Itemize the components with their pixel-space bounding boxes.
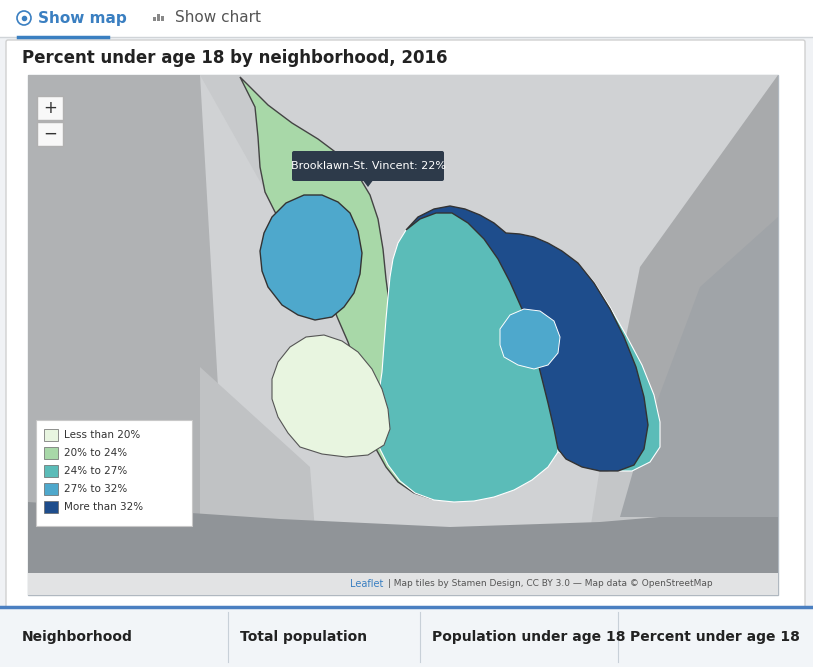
Polygon shape: [620, 217, 778, 517]
Text: Neighborhood: Neighborhood: [22, 630, 133, 644]
Polygon shape: [28, 75, 230, 595]
FancyBboxPatch shape: [37, 96, 63, 120]
Text: Total population: Total population: [240, 630, 367, 644]
FancyBboxPatch shape: [36, 420, 192, 526]
Bar: [0, 607, 813, 608]
Text: More than 32%: More than 32%: [64, 502, 143, 512]
Text: Brooklawn-St. Vincent: 22%: Brooklawn-St. Vincent: 22%: [290, 161, 446, 171]
Bar: [44, 447, 58, 459]
Bar: [153, 17, 156, 21]
Polygon shape: [200, 367, 320, 595]
Bar: [44, 429, 58, 441]
Bar: [0, 607, 813, 667]
Polygon shape: [200, 75, 310, 217]
Bar: [161, 16, 164, 21]
Text: Leaflet: Leaflet: [350, 579, 384, 589]
Polygon shape: [240, 77, 455, 500]
Text: 27% to 32%: 27% to 32%: [64, 484, 128, 494]
Bar: [0, 0, 813, 37]
Bar: [44, 501, 58, 513]
Polygon shape: [492, 234, 660, 471]
Text: Population under age 18: Population under age 18: [432, 630, 625, 644]
FancyBboxPatch shape: [6, 40, 805, 614]
Bar: [157, 14, 160, 21]
Polygon shape: [406, 206, 648, 471]
Text: Show map: Show map: [38, 11, 127, 25]
Text: 24% to 27%: 24% to 27%: [64, 466, 128, 476]
Bar: [28, 75, 778, 595]
Polygon shape: [362, 179, 374, 187]
Polygon shape: [580, 387, 778, 595]
Text: Show chart: Show chart: [175, 11, 261, 25]
Bar: [28, 75, 778, 595]
Polygon shape: [260, 195, 362, 320]
Polygon shape: [368, 210, 562, 502]
Polygon shape: [272, 335, 390, 457]
Text: Percent under age 18: Percent under age 18: [630, 630, 800, 644]
Text: −: −: [43, 125, 57, 143]
Text: Less than 20%: Less than 20%: [64, 430, 141, 440]
Text: Percent under age 18 by neighborhood, 2016: Percent under age 18 by neighborhood, 20…: [22, 49, 447, 67]
Polygon shape: [600, 75, 778, 595]
Bar: [44, 465, 58, 477]
Text: | Map tiles by Stamen Design, CC BY 3.0 — Map data © OpenStreetMap: | Map tiles by Stamen Design, CC BY 3.0 …: [385, 580, 713, 588]
Polygon shape: [28, 502, 778, 595]
FancyBboxPatch shape: [292, 151, 444, 181]
Bar: [28, 573, 778, 595]
Text: 20% to 24%: 20% to 24%: [64, 448, 127, 458]
Polygon shape: [500, 309, 560, 369]
Text: +: +: [43, 99, 57, 117]
FancyBboxPatch shape: [37, 122, 63, 146]
Bar: [44, 483, 58, 495]
